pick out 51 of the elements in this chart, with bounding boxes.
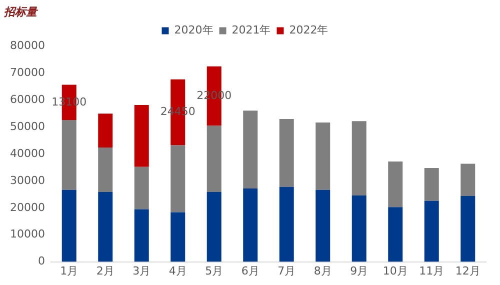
- bar: [388, 162, 403, 208]
- x-tick-label: 4月: [168, 264, 187, 278]
- x-tick-label: 6月: [241, 264, 260, 278]
- bar: [424, 168, 439, 201]
- bar: [98, 148, 113, 192]
- x-tick-label: 2月: [96, 264, 114, 278]
- x-tick-label: 12月: [455, 264, 480, 278]
- y-tick-label: 50000: [10, 120, 45, 133]
- bar: [170, 212, 186, 262]
- x-tick-label: 11月: [419, 264, 444, 278]
- y-tick-label: 60000: [10, 92, 45, 106]
- x-tick-label: 9月: [350, 264, 368, 278]
- bar: [134, 104, 149, 167]
- legend-label: 2021年: [232, 24, 271, 37]
- bar: [243, 110, 258, 188]
- chart-title: 招标量: [4, 5, 39, 18]
- y-tick-label: 40000: [10, 146, 45, 160]
- y-tick-label: 10000: [10, 228, 45, 241]
- bar: [352, 196, 366, 262]
- y-tick-label: 80000: [10, 39, 45, 52]
- x-tick-label: 10月: [382, 264, 408, 278]
- bar: [134, 166, 149, 210]
- y-tick-label: 0: [38, 254, 45, 268]
- bar: [316, 122, 330, 190]
- bar: [388, 207, 403, 262]
- bar: [206, 192, 222, 262]
- y-tick-label: 70000: [10, 66, 45, 80]
- bar: [316, 190, 330, 262]
- legend-label: 2020年: [174, 24, 214, 37]
- x-tick-label: 5月: [205, 264, 224, 278]
- bar: [170, 145, 186, 212]
- x-tick-label: 7月: [278, 264, 296, 278]
- bar: [98, 114, 113, 148]
- x-tick-label: 3月: [132, 264, 151, 278]
- legend-label: 2022年: [289, 24, 328, 37]
- bar: [424, 200, 439, 262]
- bar: [460, 196, 476, 262]
- bar: [243, 188, 258, 262]
- bar: [352, 121, 366, 196]
- bar: [206, 126, 222, 192]
- x-tick-label: 8月: [314, 264, 332, 278]
- y-tick-label: 30000: [10, 174, 45, 187]
- bar: [134, 209, 149, 262]
- bar: [279, 186, 294, 262]
- bar: [279, 118, 294, 187]
- bar: [98, 192, 113, 262]
- bar: [62, 190, 76, 262]
- bar: [62, 120, 76, 190]
- bar: [460, 164, 476, 196]
- y-tick-label: 20000: [10, 200, 45, 214]
- x-tick-label: 1月: [60, 264, 78, 278]
